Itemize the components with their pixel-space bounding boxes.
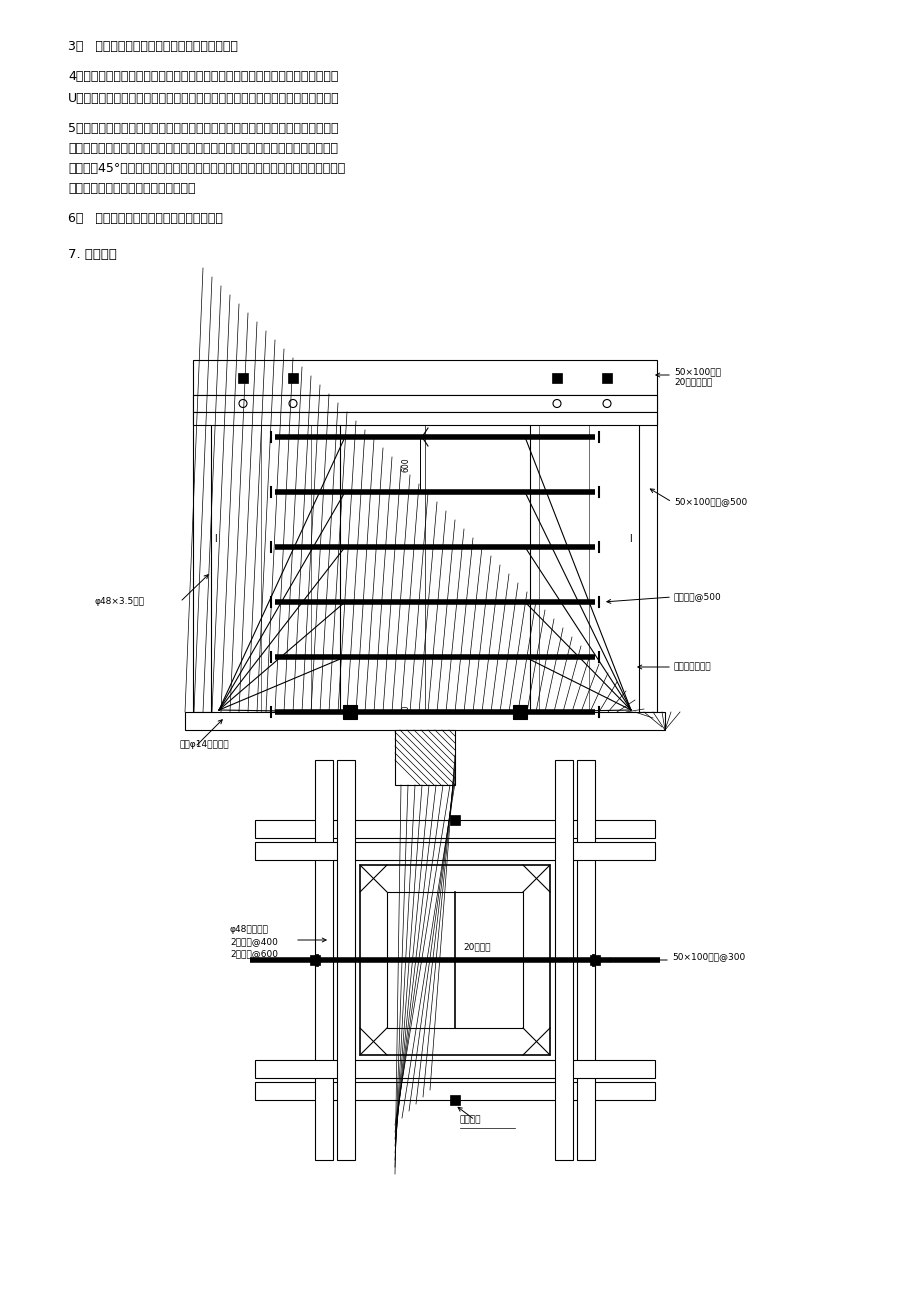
Bar xyxy=(255,820,654,838)
Bar xyxy=(185,712,664,730)
Bar xyxy=(359,865,550,1055)
Text: 7. 柱模板图: 7. 柱模板图 xyxy=(68,247,117,260)
Text: 50×100方木: 50×100方木 xyxy=(674,367,720,376)
Text: 200: 200 xyxy=(401,704,410,719)
Text: 刚支撑每边一根: 刚支撑每边一根 xyxy=(674,661,711,671)
Text: U形卡对竖向、水平接缝反正交替连接。在适当高度进行支撑和拉结，以防倾倒。: U形卡对竖向、水平接缝反正交替连接。在适当高度进行支撑和拉结，以防倾倒。 xyxy=(68,92,339,105)
Text: φ48钢管双排: φ48钢管双排 xyxy=(230,924,268,934)
Bar xyxy=(639,395,656,712)
Bar xyxy=(238,372,248,383)
Bar xyxy=(193,395,210,712)
Bar xyxy=(193,411,656,424)
Text: 预埋φ14钢筋拉环: 预埋φ14钢筋拉环 xyxy=(180,740,230,749)
Bar xyxy=(310,954,320,965)
Circle shape xyxy=(552,400,561,408)
Text: 与地面呈45°。以上述方法安装一定流水段的模板。检查安装质量，最后进行群体: 与地面呈45°。以上述方法安装一定流水段的模板。检查安装质量，最后进行群体 xyxy=(68,161,345,174)
Bar xyxy=(513,704,527,719)
Bar xyxy=(601,372,611,383)
Bar xyxy=(193,359,656,395)
Bar xyxy=(336,760,355,1160)
Bar xyxy=(387,892,522,1029)
Text: 5．对模板的轴线位移、垂直偏差、对角钱、扭向等全面校正，并安装定型斜撑，: 5．对模板的轴线位移、垂直偏差、对角钱、扭向等全面校正，并安装定型斜撑， xyxy=(68,122,338,135)
Text: l: l xyxy=(629,534,631,544)
Bar xyxy=(551,372,562,383)
Circle shape xyxy=(289,400,297,408)
Text: φ48×3.5钢管: φ48×3.5钢管 xyxy=(95,598,145,605)
Text: 2米以上@600: 2米以上@600 xyxy=(230,949,278,958)
Bar xyxy=(449,1095,460,1105)
Text: 20厚胶合模板: 20厚胶合模板 xyxy=(674,378,711,385)
Text: 4．以第一层楼板为基准，以同样方法组拼第二、三层，直至到带梁口柱模板。用: 4．以第一层楼板为基准，以同样方法组拼第二、三层，直至到带梁口柱模板。用 xyxy=(68,70,338,83)
Bar xyxy=(255,1060,654,1078)
Bar xyxy=(255,842,654,861)
Text: 600: 600 xyxy=(401,457,410,471)
Text: 2米以下@400: 2米以下@400 xyxy=(230,937,278,947)
Text: 3．   用定型柱套箍固定，模板到位，销铁插牢。: 3． 用定型柱套箍固定，模板到位，销铁插牢。 xyxy=(68,40,238,53)
Bar xyxy=(314,760,333,1160)
Bar xyxy=(255,1082,654,1100)
Circle shape xyxy=(602,400,610,408)
Circle shape xyxy=(239,400,246,408)
Bar xyxy=(343,704,357,719)
Bar xyxy=(554,760,573,1160)
Bar xyxy=(576,760,595,1160)
Bar xyxy=(589,954,599,965)
Bar xyxy=(288,372,298,383)
Text: 6．   将柱根模板内清理干净，封闭清理口。: 6． 将柱根模板内清理干净，封闭清理口。 xyxy=(68,212,222,225)
Text: 的水平拉（支）杆及剪刀支杆的固定。: 的水平拉（支）杆及剪刀支杆的固定。 xyxy=(68,182,196,195)
Bar xyxy=(394,730,455,785)
Bar xyxy=(449,815,460,825)
Text: 对拉螺栓: 对拉螺栓 xyxy=(460,1115,481,1124)
Text: 对拉螺栓@500: 对拉螺栓@500 xyxy=(674,592,721,602)
Text: 50×100方木@300: 50×100方木@300 xyxy=(671,952,744,961)
Text: l: l xyxy=(214,534,217,544)
Text: 20厚模板: 20厚模板 xyxy=(462,943,490,950)
Bar xyxy=(193,395,656,411)
Bar xyxy=(340,410,529,712)
Text: 50×100方木@500: 50×100方木@500 xyxy=(674,497,746,506)
Text: 或将一般拉杆和斜撑固定在预先埋在楼板中的钢筋环上，每面设两个拉（支）杆，: 或将一般拉杆和斜撑固定在预先埋在楼板中的钢筋环上，每面设两个拉（支）杆， xyxy=(68,142,337,155)
